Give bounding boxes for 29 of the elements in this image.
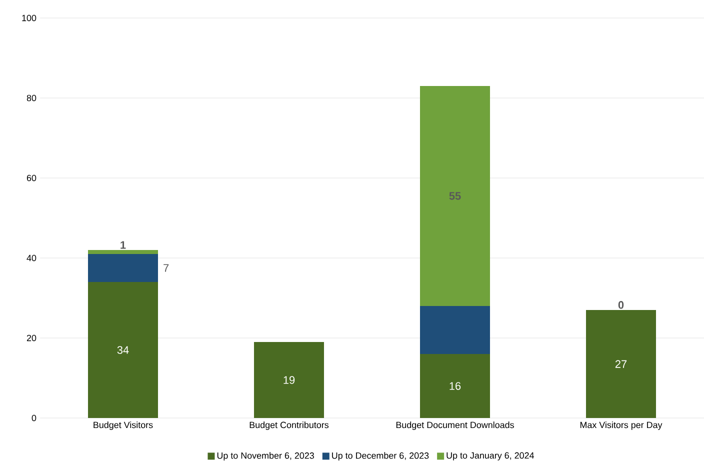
y-tick-label: 0: [32, 414, 36, 422]
y-tick-label: 80: [26, 94, 36, 102]
x-tick-label: Budget Contributors: [250, 422, 329, 430]
legend-label: Up to November 6, 2023: [217, 452, 314, 461]
x-tick-label: Budget Visitors: [94, 422, 153, 430]
bar: [88, 282, 158, 418]
data-label: 55: [449, 192, 461, 200]
bar: [88, 250, 158, 254]
data-label: 7: [164, 264, 169, 272]
legend-label: Up to December 6, 2023: [332, 452, 429, 461]
legend-label: Up to January 6, 2024: [446, 452, 534, 460]
bar: [420, 306, 490, 354]
bar: [88, 254, 158, 282]
data-label: 27: [615, 360, 627, 368]
data-label: 16: [450, 382, 461, 390]
data-label: 0: [618, 301, 624, 309]
data-label: 1: [120, 241, 126, 249]
y-tick-label: 40: [26, 254, 36, 262]
y-tick-label: 20: [26, 334, 36, 342]
x-tick-label: Budget Document Downloads: [396, 422, 514, 430]
x-tick-label: Max Visitors per Day: [580, 422, 662, 430]
bar: [586, 310, 656, 418]
data-label: 19: [284, 376, 295, 384]
y-tick-label: 100: [22, 14, 36, 22]
bar: [420, 86, 490, 306]
y-tick-label: 60: [26, 174, 36, 182]
bar: [420, 354, 490, 418]
data-label: 34: [117, 346, 129, 354]
bar: [254, 342, 324, 418]
